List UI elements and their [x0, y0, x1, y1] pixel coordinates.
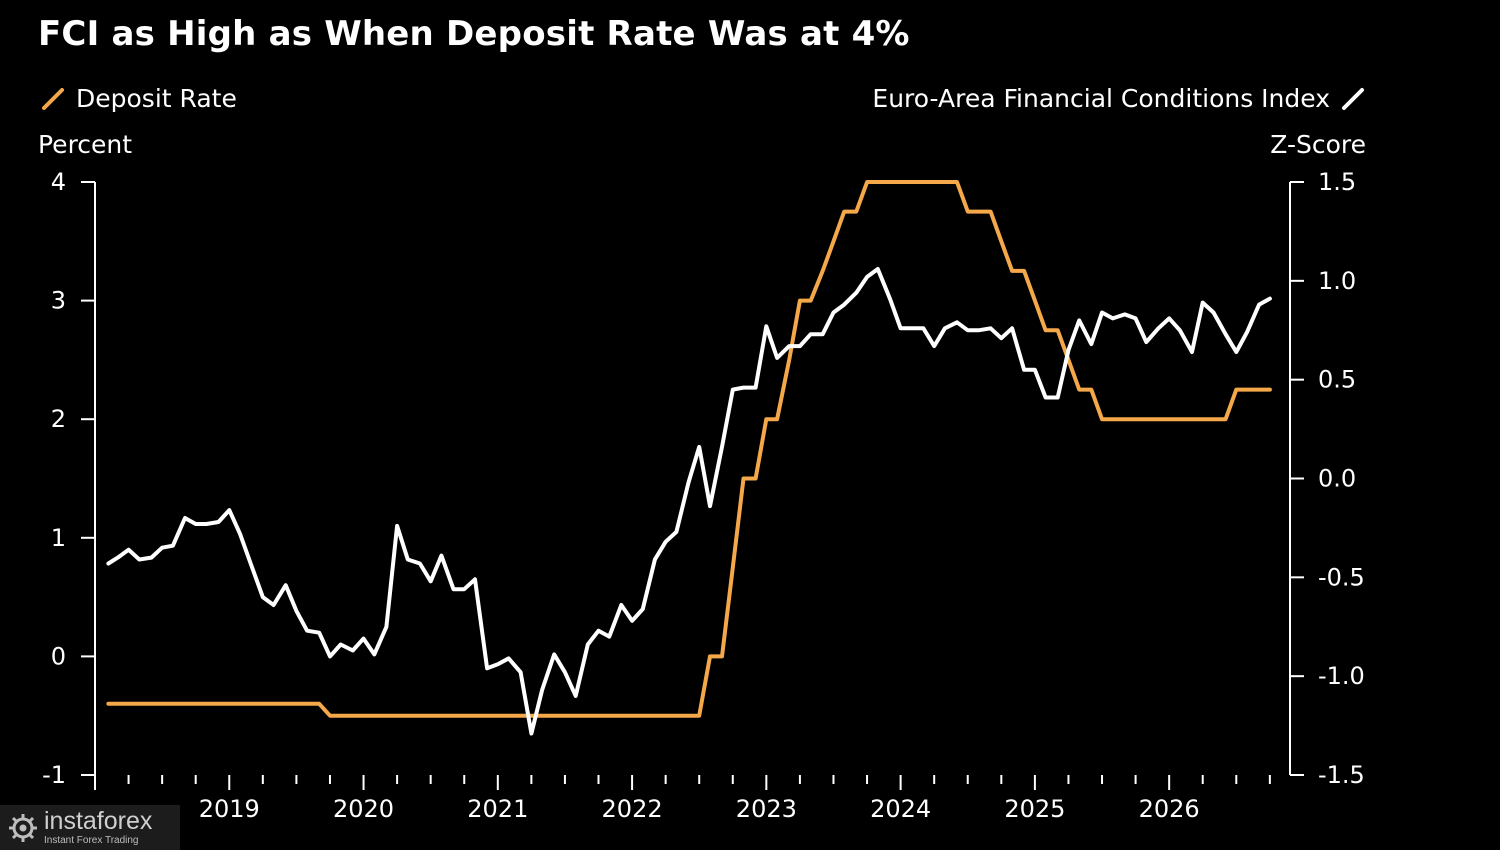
- x-tick-label: 2023: [736, 795, 797, 823]
- legend-swatch-fci-icon: [1342, 87, 1364, 110]
- x-tick-label: 2026: [1139, 795, 1200, 823]
- y-left-tick-label: 1: [51, 524, 66, 552]
- y-axis-right-title: Z-Score: [1270, 130, 1366, 159]
- x-tick-label: 2021: [467, 795, 528, 823]
- fci-line: [106, 267, 1272, 736]
- y-left-tick-label: 2: [51, 405, 66, 433]
- x-tick-label: 2020: [333, 795, 394, 823]
- y-right-tick-label: 0.0: [1318, 465, 1356, 493]
- y-right-tick-label: -1.0: [1318, 662, 1365, 690]
- legend-swatch-deposit-icon: [42, 87, 64, 110]
- y-right-tick-label: -1.5: [1318, 761, 1365, 789]
- y-left-tick-label: -1: [42, 761, 66, 789]
- watermark-brand: instaforex: [44, 807, 153, 835]
- x-tick-label: 2024: [870, 795, 931, 823]
- legend-fci: Euro-Area Financial Conditions Index: [872, 84, 1366, 113]
- x-tick-label: 2025: [1004, 795, 1065, 823]
- deposit-rate-line: [106, 180, 1272, 718]
- legend-label-fci: Euro-Area Financial Conditions Index: [872, 84, 1330, 113]
- y-left-tick-label: 0: [51, 642, 66, 670]
- y-right-tick-label: 1.5: [1318, 168, 1356, 196]
- y-right-tick-label: 1.0: [1318, 267, 1356, 295]
- y-left-tick-label: 3: [51, 287, 66, 315]
- legend-label-deposit-rate: Deposit Rate: [76, 84, 237, 113]
- chart-title: FCI as High as When Deposit Rate Was at …: [38, 14, 910, 54]
- y-right-tick-label: 0.5: [1318, 366, 1356, 394]
- y-right-tick-label: -0.5: [1318, 563, 1365, 591]
- x-tick-label: 2022: [602, 795, 663, 823]
- y-axis-left-title: Percent: [38, 130, 133, 159]
- y-left-tick-label: 4: [51, 168, 66, 196]
- x-tick-label: 2019: [199, 795, 260, 823]
- legend-deposit-rate: Deposit Rate: [40, 84, 237, 113]
- instaforex-logo-icon: [9, 813, 37, 842]
- watermark-tagline: Instant Forex Trading: [44, 835, 139, 846]
- watermark: instaforex Instant Forex Trading: [0, 805, 180, 850]
